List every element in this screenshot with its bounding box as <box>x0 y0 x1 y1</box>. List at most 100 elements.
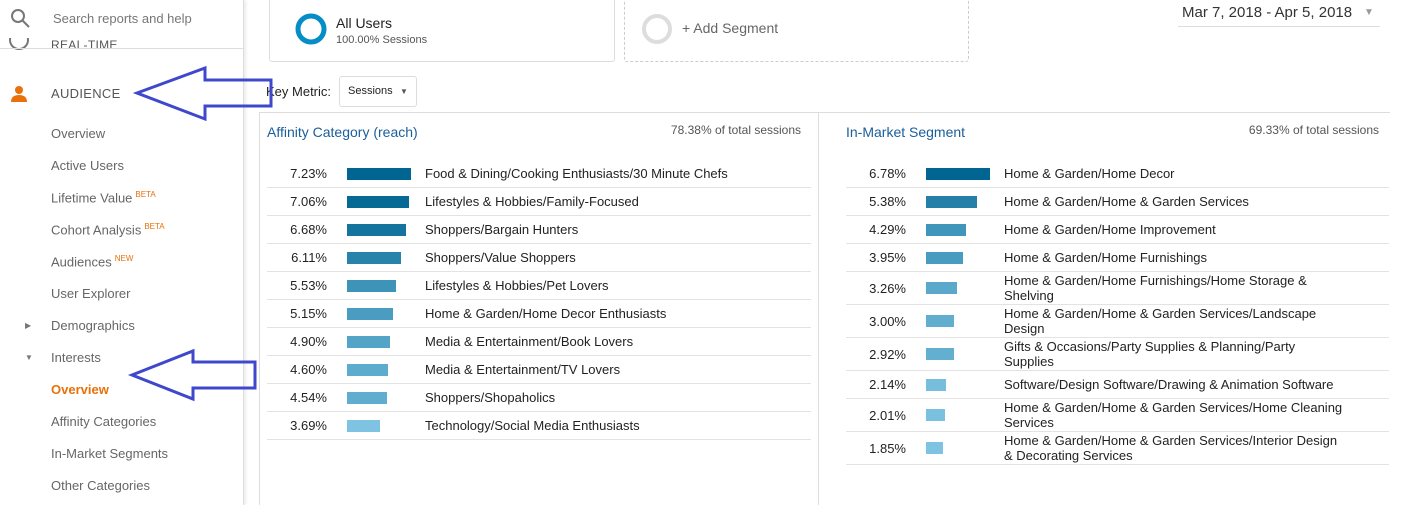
bar <box>926 223 967 236</box>
category[interactable]: Lifestyles & Hobbies/Family-Focused <box>425 194 639 209</box>
bar <box>926 282 957 294</box>
category[interactable]: Home & Garden/Home Furnishings <box>1004 250 1208 265</box>
bar <box>347 279 396 292</box>
nav-label: Audiences <box>51 254 112 270</box>
key-metric-select[interactable]: Sessions ▼ <box>339 76 417 107</box>
category[interactable]: Software/Design Software/Drawing & Anima… <box>1004 377 1334 392</box>
bar-cell <box>327 363 425 376</box>
realtime-link[interactable]: REAL-TIME <box>51 38 118 48</box>
panel-total: 69.33% of total sessions <box>1248 123 1379 137</box>
search-input[interactable]: Search reports and help <box>53 11 192 26</box>
nav-item[interactable]: Interests <box>51 350 101 365</box>
table-row: 3.26% Home & Garden/Home Furnishings/Home… <box>846 272 1389 305</box>
key-metric: Sessions <box>348 85 393 97</box>
nav-item[interactable]: Audiences NEW <box>51 254 133 269</box>
add-segment: + Add Segment <box>682 20 779 36</box>
table-row: 7.06% Lifestyles & Hobbies/Family-Focused <box>267 188 811 216</box>
category[interactable]: Home & Garden/Home Furnishings/Home Stor… <box>1004 273 1307 303</box>
bar-cell <box>906 442 1004 454</box>
nav-label: Lifetime Value <box>51 190 133 206</box>
table-row: 4.29% Home & Garden/Home Improvement <box>846 216 1389 244</box>
nav-label: User Explorer <box>51 286 131 301</box>
nav-label: Cohort Analysis <box>51 222 142 238</box>
expander: ▶ <box>25 321 32 330</box>
segment-icon <box>642 14 672 44</box>
percent: 6.11% <box>291 250 327 265</box>
bar <box>926 348 954 360</box>
percent: 7.06% <box>290 194 327 209</box>
category[interactable]: Home & Garden/Home & Garden Services/Lan… <box>1004 306 1317 336</box>
bar-cell <box>327 307 425 320</box>
category[interactable]: Home & Garden/Home Improvement <box>1004 222 1216 237</box>
category[interactable]: Media & Entertainment/TV Lovers <box>425 362 621 377</box>
percent: 4.60% <box>290 362 327 377</box>
nav-item[interactable]: Cohort Analysis BETA <box>51 222 165 237</box>
category[interactable]: Food & Dining/Cooking Enthusiasts/30 Min… <box>425 166 728 181</box>
add-segment-card[interactable]: + Add Segment <box>624 0 969 62</box>
table-row: 3.00% Home & Garden/Home & Garden Service… <box>846 305 1389 338</box>
percent: 7.23% <box>290 166 327 181</box>
bar-cell <box>327 279 425 292</box>
bar <box>926 167 990 180</box>
bar <box>926 442 944 454</box>
nav-item[interactable]: In-Market Segments <box>51 446 169 461</box>
category[interactable]: Home & Garden/Home & Garden Services/Int… <box>1004 433 1338 463</box>
bar <box>347 391 388 404</box>
segment-card[interactable]: All Users 100.00% Sessions <box>269 0 615 62</box>
bar <box>347 307 393 320</box>
bar <box>347 167 411 180</box>
section-header[interactable]: AUDIENCE <box>51 86 121 101</box>
nav-item[interactable]: Affinity Categories <box>51 414 157 429</box>
search-icon <box>11 9 30 28</box>
nav-item[interactable]: Overview <box>51 382 109 397</box>
nav-item[interactable]: Active Users <box>51 158 124 173</box>
bar <box>926 195 977 208</box>
dropdown-arrow: ▼ <box>400 87 408 96</box>
category[interactable]: Technology/Social Media Enthusiasts <box>425 418 640 433</box>
category[interactable]: Shoppers/Shopaholics <box>425 390 556 405</box>
category[interactable]: Home & Garden/Home Decor <box>1004 166 1175 181</box>
table-row: 7.23% Food & Dining/Cooking Enthusiasts/3… <box>267 160 811 188</box>
table-row: 6.11% Shoppers/Value Shoppers <box>267 244 811 272</box>
percent: 6.68% <box>290 222 327 237</box>
table-row: 4.90% Media & Entertainment/Book Lovers <box>267 328 811 356</box>
bar <box>347 195 410 208</box>
percent: 3.26% <box>869 280 906 296</box>
nav-item[interactable]: Overview <box>51 126 105 141</box>
nav-item[interactable]: User Explorer <box>51 286 130 301</box>
table-row: 6.68% Shoppers/Bargain Hunters <box>267 216 811 244</box>
bar-cell <box>906 348 1004 360</box>
category[interactable]: Lifestyles & Hobbies/Pet Lovers <box>425 278 609 293</box>
bar <box>347 251 402 264</box>
bar-cell <box>906 223 1004 236</box>
nav-item[interactable]: Lifetime Value BETA <box>51 190 156 205</box>
percent: 2.01% <box>869 407 906 423</box>
category[interactable]: Home & Garden/Home & Garden Services/Hom… <box>1004 400 1343 430</box>
category[interactable]: Shoppers/Bargain Hunters <box>425 222 579 237</box>
realtime-icon <box>9 38 29 50</box>
table-row: 2.92% Gifts & Occasions/Party Supplies & … <box>846 338 1389 371</box>
category[interactable]: Gifts & Occasions/Party Supplies & Plann… <box>1004 339 1296 369</box>
audience-icon <box>11 86 27 102</box>
bar <box>347 223 407 236</box>
category[interactable]: Home & Garden/Home & Garden Services <box>1004 194 1249 209</box>
segment-name: All Users <box>336 15 393 31</box>
table-row: 5.15% Home & Garden/Home Decor Enthusiast… <box>267 300 811 328</box>
bar <box>347 363 388 376</box>
category[interactable]: Shoppers/Value Shoppers <box>425 250 576 265</box>
category[interactable]: Media & Entertainment/Book Lovers <box>425 334 634 349</box>
table-row: 3.69% Technology/Social Media Enthusiasts <box>267 412 811 440</box>
table-row: 4.54% Shoppers/Shopaholics <box>267 384 811 412</box>
category[interactable]: Home & Garden/Home Decor Enthusiasts <box>425 306 667 321</box>
percent: 2.14% <box>869 377 906 392</box>
bar-cell <box>327 419 425 432</box>
panel-title: Affinity Category (reach) <box>267 124 418 140</box>
date-picker[interactable]: Mar 7, 2018 - Apr 5, 2018 ▼ <box>1178 4 1380 27</box>
bar-cell <box>906 409 1004 421</box>
nav-item[interactable]: Other Categories <box>51 478 150 493</box>
bar <box>926 409 945 421</box>
nav-item[interactable]: Demographics <box>51 318 135 333</box>
bar-cell <box>327 195 425 208</box>
segment-icon <box>295 13 327 45</box>
